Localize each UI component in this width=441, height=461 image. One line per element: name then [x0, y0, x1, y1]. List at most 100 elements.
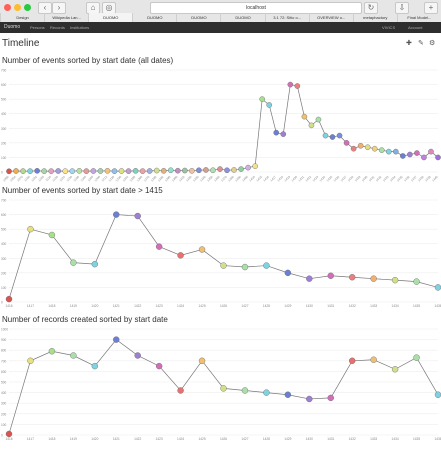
data-point[interactable]: [245, 164, 251, 171]
data-point[interactable]: [343, 140, 350, 146]
data-point[interactable]: [391, 366, 399, 373]
data-point[interactable]: [393, 148, 399, 155]
browser-tab[interactable]: DUOMO: [132, 13, 176, 22]
data-point[interactable]: [306, 275, 313, 282]
data-point[interactable]: [13, 168, 19, 174]
data-point[interactable]: [400, 153, 406, 159]
data-point[interactable]: [284, 391, 292, 398]
data-point[interactable]: [414, 150, 420, 156]
data-point[interactable]: [435, 154, 441, 161]
data-point[interactable]: [391, 276, 399, 284]
data-point[interactable]: [118, 168, 125, 174]
browser-tab[interactable]: Final Model...: [396, 13, 441, 22]
data-point[interactable]: [252, 163, 258, 169]
pin-icon[interactable]: ✚: [406, 40, 412, 47]
new-tab-icon[interactable]: +: [424, 2, 438, 14]
data-point[interactable]: [177, 387, 184, 394]
data-point[interactable]: [153, 167, 160, 174]
data-point[interactable]: [155, 243, 163, 250]
data-point[interactable]: [301, 113, 308, 120]
data-point[interactable]: [160, 168, 167, 174]
edit-icon[interactable]: ✎: [418, 40, 424, 47]
data-point[interactable]: [413, 278, 420, 285]
data-point[interactable]: [238, 166, 244, 172]
data-point[interactable]: [266, 102, 273, 108]
data-point[interactable]: [196, 167, 202, 174]
data-point[interactable]: [48, 231, 56, 239]
data-point[interactable]: [349, 357, 356, 364]
data-point[interactable]: [20, 168, 26, 174]
data-point[interactable]: [263, 389, 270, 396]
data-point[interactable]: [371, 145, 378, 152]
data-point[interactable]: [198, 357, 206, 364]
reload-icon[interactable]: ↻: [364, 2, 378, 14]
data-point[interactable]: [27, 168, 33, 174]
data-point[interactable]: [5, 295, 13, 303]
data-point[interactable]: [210, 167, 216, 174]
data-point[interactable]: [421, 154, 427, 161]
data-point[interactable]: [287, 81, 294, 88]
data-point[interactable]: [349, 274, 356, 281]
settings-icon[interactable]: ⚙: [429, 40, 436, 47]
data-point[interactable]: [91, 260, 99, 268]
maximize-window-icon[interactable]: [24, 4, 31, 11]
data-point[interactable]: [113, 336, 120, 343]
data-point[interactable]: [327, 394, 334, 402]
browser-tab[interactable]: DUOMO: [88, 13, 133, 22]
data-point[interactable]: [134, 212, 141, 220]
data-point[interactable]: [306, 395, 313, 403]
data-point[interactable]: [259, 96, 265, 102]
data-point[interactable]: [350, 145, 357, 152]
data-point[interactable]: [111, 168, 118, 174]
data-point[interactable]: [413, 354, 420, 361]
data-point[interactable]: [203, 167, 209, 173]
data-point[interactable]: [329, 134, 336, 140]
data-point[interactable]: [132, 168, 139, 174]
data-point[interactable]: [217, 166, 223, 172]
data-point[interactable]: [327, 272, 334, 279]
data-point[interactable]: [55, 168, 62, 174]
data-point[interactable]: [83, 168, 90, 174]
data-point[interactable]: [322, 132, 329, 139]
browser-tab[interactable]: Design: [0, 13, 44, 22]
data-point[interactable]: [370, 356, 377, 363]
data-point[interactable]: [315, 116, 322, 123]
data-point[interactable]: [125, 168, 132, 174]
data-point[interactable]: [174, 167, 181, 174]
data-point[interactable]: [62, 168, 69, 174]
data-point[interactable]: [69, 168, 76, 174]
close-window-icon[interactable]: [4, 4, 11, 11]
data-point[interactable]: [198, 246, 206, 253]
data-point[interactable]: [428, 148, 434, 155]
data-point[interactable]: [167, 167, 174, 174]
data-point[interactable]: [385, 148, 392, 155]
forward-icon[interactable]: ›: [52, 2, 66, 14]
data-point[interactable]: [294, 83, 301, 89]
data-point[interactable]: [357, 142, 364, 149]
data-point[interactable]: [224, 167, 230, 174]
data-point[interactable]: [177, 252, 184, 259]
data-point[interactable]: [263, 262, 270, 269]
browser-tab[interactable]: 3.1 72: Sitio o...: [264, 13, 309, 22]
minimize-window-icon[interactable]: [14, 4, 21, 11]
data-point[interactable]: [284, 269, 292, 277]
data-point[interactable]: [434, 391, 441, 398]
data-point[interactable]: [273, 129, 280, 136]
nav-vivics[interactable]: VIVICS: [382, 25, 396, 30]
data-point[interactable]: [308, 122, 315, 129]
data-point[interactable]: [407, 151, 413, 158]
data-point[interactable]: [220, 262, 227, 269]
data-point[interactable]: [146, 168, 153, 174]
downloads-icon[interactable]: ⇩: [395, 2, 409, 14]
data-point[interactable]: [370, 275, 377, 282]
nav-account[interactable]: Account: [408, 25, 423, 30]
data-point[interactable]: [241, 263, 249, 271]
brand-logo[interactable]: Duomo: [4, 24, 21, 30]
browser-tab[interactable]: DUOMO: [220, 13, 264, 22]
nav-records[interactable]: Records: [50, 25, 65, 30]
data-point[interactable]: [70, 259, 77, 266]
data-point[interactable]: [97, 168, 104, 174]
data-point[interactable]: [134, 352, 141, 359]
data-point[interactable]: [336, 132, 343, 139]
data-point[interactable]: [241, 387, 249, 394]
